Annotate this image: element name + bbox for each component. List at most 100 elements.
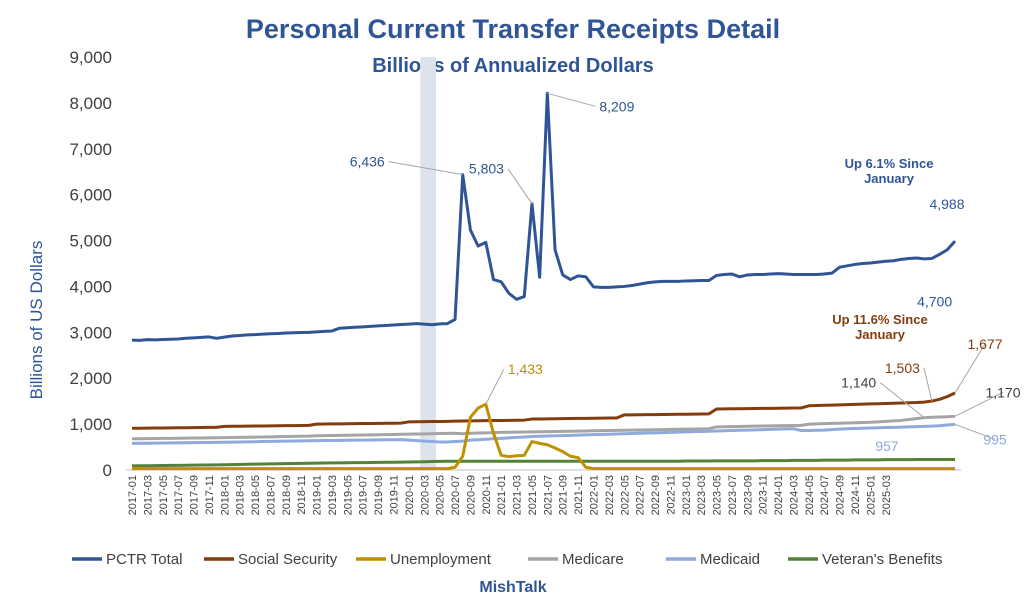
y-tick-label: 0	[103, 461, 112, 480]
x-tick-label: 2018-07	[265, 475, 277, 515]
x-tick-label: 2022-11	[665, 475, 677, 515]
annotation-leader	[954, 423, 996, 440]
x-tick-label: 2019-03	[327, 475, 339, 515]
x-tick-label: 2018-11	[296, 475, 308, 515]
annotation-leader	[388, 161, 463, 176]
annotation-leader	[547, 92, 596, 107]
y-tick-label: 1,000	[69, 415, 112, 434]
x-tick-label: 2018-03	[235, 475, 247, 515]
x-tick-label: 2024-07	[819, 475, 831, 515]
annotation-leader	[879, 382, 925, 419]
growth-note: Up 6.1% Since January	[845, 156, 934, 186]
data-label: 6,436	[350, 154, 385, 170]
x-tick-label: 2019-07	[358, 475, 370, 515]
y-axis-label: Billions of US Dollars	[27, 241, 46, 400]
data-label: 4,988	[929, 196, 964, 212]
legend-label: Veteran's Benefits	[822, 551, 942, 568]
data-label: 4,700	[917, 293, 952, 309]
x-tick-label: 2017-11	[204, 475, 216, 515]
annotation-leader	[923, 367, 933, 402]
legend-item-unemployment: Unemployment	[356, 551, 492, 568]
x-tick-label: 2021-03	[512, 475, 524, 515]
data-label: 957	[875, 438, 899, 454]
x-tick-label: 2023-07	[727, 475, 739, 515]
y-tick-label: 4,000	[69, 277, 112, 296]
legend-item-pctr-total: PCTR Total	[72, 551, 182, 568]
series-line-veteran-s-benefits	[131, 457, 955, 468]
annotation-leader	[954, 391, 1004, 417]
x-tick-label: 2021-11	[573, 475, 585, 515]
legend-item-medicaid: Medicaid	[666, 551, 760, 568]
x-tick-label: 2017-09	[189, 475, 201, 515]
data-label: 8,209	[599, 98, 634, 114]
x-tick-label: 2024-01	[773, 475, 785, 515]
x-tick-label: 2019-01	[312, 475, 324, 515]
x-tick-label: 2018-05	[250, 475, 262, 515]
legend-label: Medicare	[562, 551, 624, 568]
x-tick-label: 2017-03	[142, 475, 154, 515]
data-label: 5,803	[469, 161, 504, 177]
x-tick-label: 2025-03	[881, 475, 893, 515]
legend-label: Medicaid	[700, 551, 760, 568]
annotation-leader	[485, 369, 505, 405]
x-tick-label: 2020-11	[481, 475, 493, 515]
x-tick-label: 2018-01	[219, 475, 231, 515]
x-tick-label: 2024-03	[788, 475, 800, 515]
x-tick-label: 2022-07	[635, 475, 647, 515]
x-tick-label: 2021-09	[558, 475, 570, 515]
y-tick-label: 9,000	[69, 48, 112, 67]
x-tick-label: 2022-09	[650, 475, 662, 515]
annotation-leader	[954, 343, 986, 394]
data-label: 1,170	[985, 384, 1020, 400]
x-tick-label: 2017-07	[173, 475, 185, 515]
series-line-pctr-total	[131, 91, 957, 342]
x-tick-label: 2022-05	[619, 475, 631, 515]
chart-subtitle: Billions of Annualized Dollars	[372, 55, 654, 77]
data-label: 1,140	[841, 375, 876, 391]
x-tick-label: 2022-03	[604, 475, 616, 515]
chart-title: Personal Current Transfer Receipts Detai…	[246, 14, 780, 44]
series-line-medicare	[131, 414, 956, 441]
legend-label: Social Security	[238, 551, 338, 568]
x-tick-label: 2023-01	[681, 475, 693, 515]
x-tick-label: 2023-05	[712, 475, 724, 515]
legend-item-social-security: Social Security	[204, 551, 338, 568]
data-label: 1,503	[885, 360, 920, 376]
annotation-leader	[507, 168, 533, 204]
y-tick-label: 3,000	[69, 323, 112, 342]
x-tick-label: 2023-03	[696, 475, 708, 515]
x-tick-label: 2024-09	[835, 475, 847, 515]
x-tick-label: 2021-01	[496, 475, 508, 515]
x-tick-label: 2019-11	[389, 475, 401, 515]
x-tick-label: 2024-11	[850, 475, 862, 515]
x-tick-label: 2023-11	[758, 475, 770, 515]
x-tick-label: 2021-05	[527, 475, 539, 515]
data-label: 1,433	[508, 361, 543, 377]
x-tick-label: 2018-09	[281, 475, 293, 515]
x-tick-label: 2020-05	[435, 475, 447, 515]
y-tick-label: 6,000	[69, 186, 112, 205]
x-tick-label: 2019-05	[342, 475, 354, 515]
x-tick-label: 2020-01	[404, 475, 416, 515]
y-tick-label: 7,000	[69, 140, 112, 159]
x-tick-label: 2025-01	[865, 475, 877, 515]
x-tick-label: 2020-09	[465, 475, 477, 515]
series-line-medicaid	[131, 422, 956, 445]
x-tick-label: 2017-01	[127, 475, 139, 515]
y-tick-label: 5,000	[69, 232, 112, 251]
data-label: 995	[983, 431, 1007, 447]
x-tick-label: 2020-07	[450, 475, 462, 515]
source-label: MishTalk	[479, 579, 546, 596]
x-tick-label: 2019-09	[373, 475, 385, 515]
series-line-social-security	[132, 391, 956, 430]
data-label: 1,677	[967, 336, 1002, 352]
growth-note: Up 11.6% Since January	[832, 312, 927, 342]
x-tick-label: 2024-05	[804, 475, 816, 515]
recession-shading	[420, 57, 436, 470]
x-tick-label: 2017-05	[158, 475, 170, 515]
x-tick-label: 2023-09	[742, 475, 754, 515]
legend-label: Unemployment	[390, 551, 492, 568]
y-tick-label: 2,000	[69, 369, 112, 388]
